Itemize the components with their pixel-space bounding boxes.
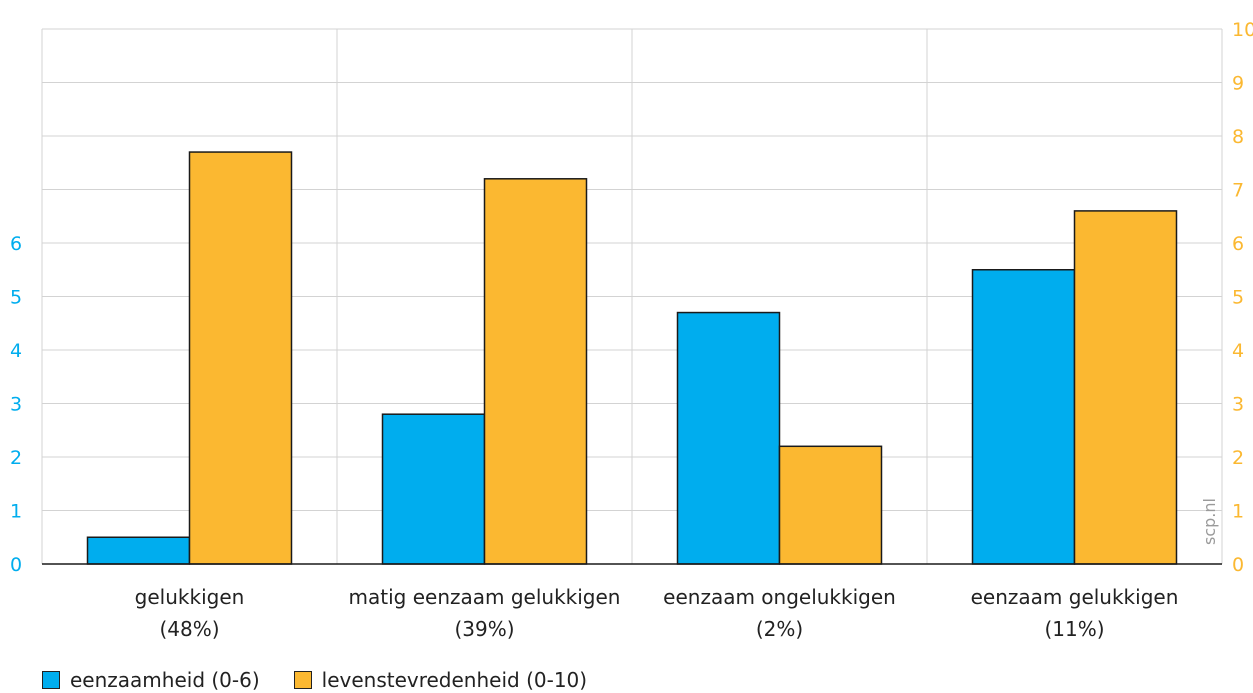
y-right-tick-label: 6 [1232, 233, 1244, 255]
y-right-tick-label: 4 [1232, 340, 1244, 362]
y-left-tick-label: 4 [10, 340, 22, 362]
category-label: eenzaam gelukkigen [971, 585, 1179, 609]
category-share-label: (11%) [1044, 617, 1104, 641]
y-left-tick-label: 0 [10, 554, 22, 576]
category-label: matig eenzaam gelukkigen [349, 585, 621, 609]
y-left-tick-label: 1 [10, 501, 22, 523]
legend-item-eenzaamheid: eenzaamheid (0-6) [42, 668, 260, 692]
y-left-tick-label: 2 [10, 447, 22, 469]
bar-levenstevredenheid [1073, 210, 1178, 565]
y-right-tick-label: 3 [1232, 394, 1244, 416]
legend-label-levenstevredenheid: levenstevredenheid (0-10) [321, 668, 588, 692]
bar-levenstevredenheid [483, 178, 588, 565]
legend: eenzaamheid (0-6) levenstevredenheid (0-… [42, 668, 621, 692]
bar-levenstevredenheid [188, 151, 293, 565]
category-share-label: (39%) [454, 617, 514, 641]
bar-levenstevredenheid [778, 445, 883, 565]
y-left-tick-label: 6 [10, 233, 22, 255]
y-right-tick-label: 8 [1232, 126, 1244, 148]
bar-eenzaamheid [676, 311, 781, 565]
y-right-tick-label: 9 [1232, 73, 1244, 95]
legend-swatch-eenzaamheid [42, 671, 60, 689]
y-right-tick-label: 2 [1232, 447, 1244, 469]
category-label: gelukkigen [135, 585, 245, 609]
bar-eenzaamheid [86, 536, 191, 565]
watermark: scp.nl [1200, 498, 1219, 545]
category-share-label: (2%) [756, 617, 803, 641]
y-right-tick-label: 10 [1232, 19, 1253, 41]
category-label: eenzaam ongelukkigen [663, 585, 896, 609]
y-left-tick-label: 3 [10, 394, 22, 416]
y-right-tick-label: 1 [1232, 501, 1244, 523]
legend-swatch-levenstevredenheid [293, 671, 312, 689]
bar-eenzaamheid [971, 269, 1076, 565]
bar-eenzaamheid [381, 413, 486, 565]
y-right-tick-label: 0 [1232, 554, 1244, 576]
legend-item-levenstevredenheid: levenstevredenheid (0-10) [293, 668, 588, 692]
category-share-label: (48%) [159, 617, 219, 641]
y-right-tick-label: 5 [1232, 287, 1244, 309]
legend-label-eenzaamheid: eenzaamheid (0-6) [70, 668, 260, 692]
y-right-tick-label: 7 [1232, 180, 1244, 202]
y-left-tick-label: 5 [10, 287, 22, 309]
